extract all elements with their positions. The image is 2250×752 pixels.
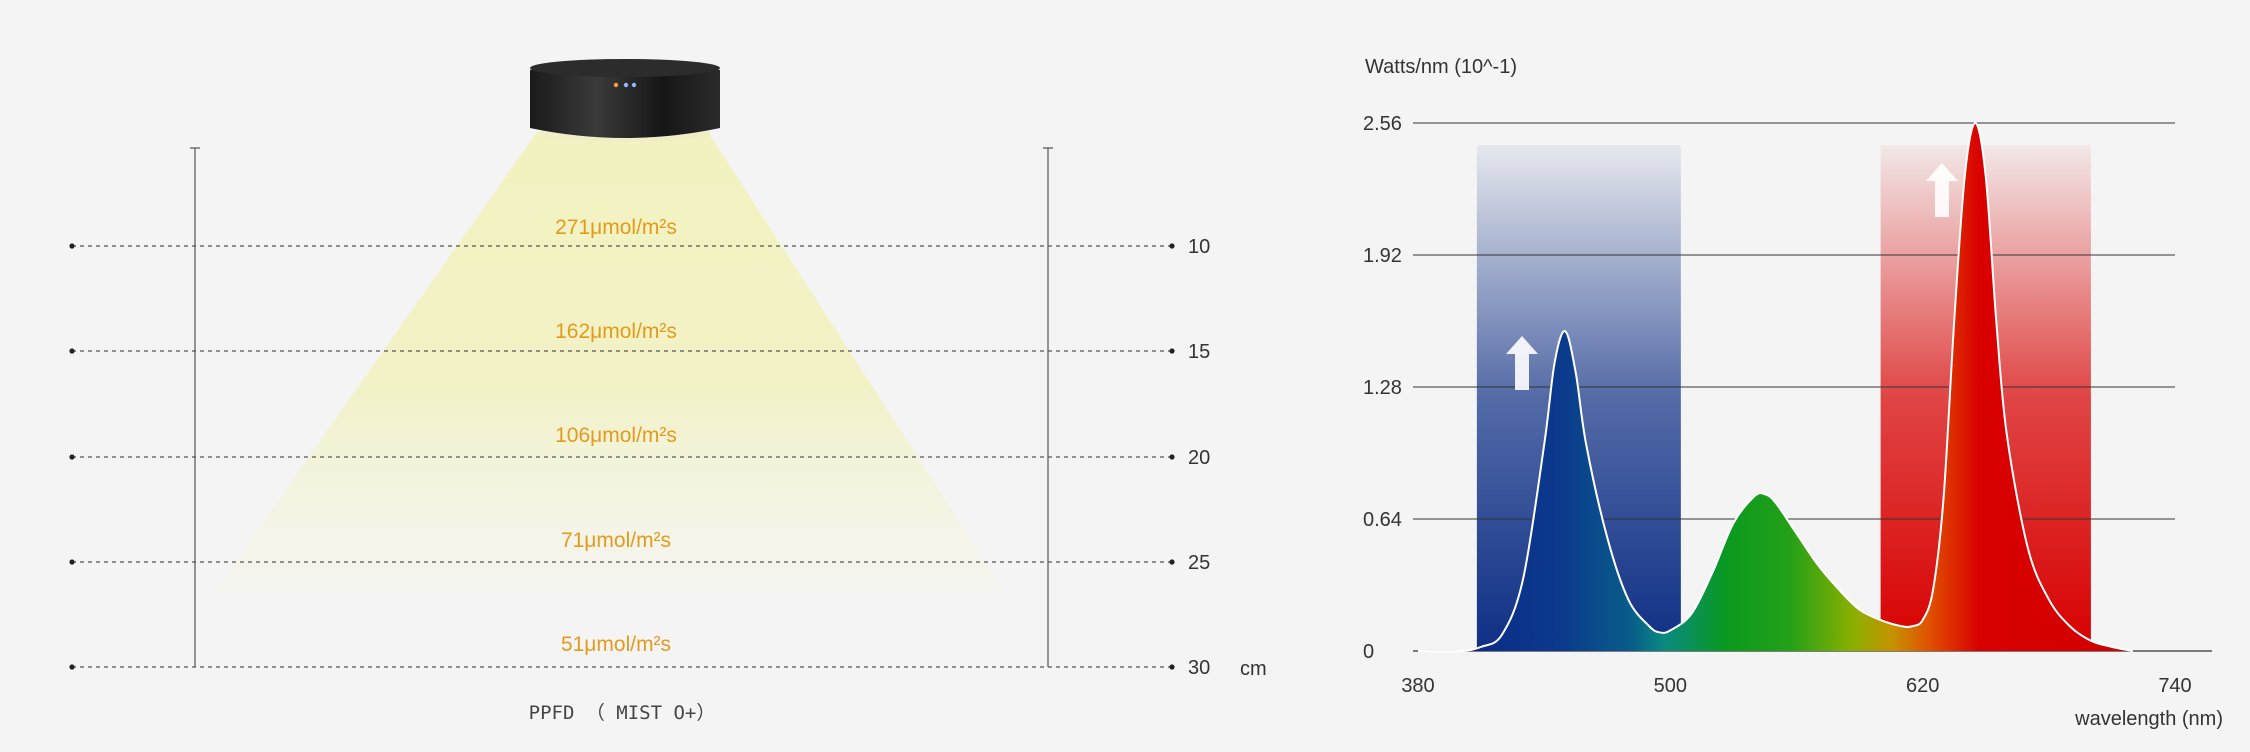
y-tick-label: 2.56 <box>1363 113 1402 135</box>
ppfd-value-label: 106μmol/m²s <box>555 424 677 447</box>
led-fixture-icon <box>530 59 720 142</box>
y-axis-label: Watts/nm (10^-1) <box>1365 56 1517 78</box>
line-end-dot <box>69 243 75 249</box>
line-end-dot <box>69 664 75 670</box>
ppfd-value-label: 162μmol/m²s <box>555 320 677 343</box>
y-tick-label: 0 <box>1363 641 1374 663</box>
cm-unit-label: cm <box>1240 658 1267 680</box>
y-tick-label: 0.64 <box>1363 509 1402 531</box>
ppfd-value-label: 51μmol/m²s <box>561 633 671 656</box>
up-arrow-icon <box>1506 336 1538 390</box>
x-tick-label: 500 <box>1654 675 1687 697</box>
y-tick-label: 1.28 <box>1363 377 1402 399</box>
spectrum-series <box>1417 121 2134 653</box>
y-tick-labels: 0 0.64 1.28 1.92 2.56 <box>1363 113 1402 663</box>
x-tick-label: 380 <box>1401 675 1434 697</box>
line-end-dot <box>69 454 75 460</box>
x-tick-label: 620 <box>1906 675 1939 697</box>
y-tick-label: 1.92 <box>1363 245 1402 267</box>
line-end-dot <box>69 348 75 354</box>
line-end-dot <box>1169 559 1175 565</box>
ppfd-value-label: 271μmol/m²s <box>555 216 677 239</box>
light-beam <box>214 132 1005 592</box>
line-end-dot <box>1169 454 1175 460</box>
distance-tick-label: 25 <box>1188 552 1210 574</box>
x-tick-label: 740 <box>2158 675 2191 697</box>
ppfd-diagram: 10 271μmol/m²s 15 162μmol/m²s 20 106μmol/m²s 2… <box>69 59 1267 724</box>
distance-tick-label: 30 <box>1188 657 1210 679</box>
ppfd-value-label: 71μmol/m²s <box>561 529 671 552</box>
left-range-bar <box>190 147 200 667</box>
line-end-dot <box>1169 348 1175 354</box>
distance-tick-label: 10 <box>1188 236 1210 258</box>
up-arrow-icon <box>1926 163 1958 217</box>
line-end-dot <box>1169 664 1175 670</box>
distance-tick-label: 15 <box>1188 341 1210 363</box>
distance-tick-label: 20 <box>1188 447 1210 469</box>
spectrum-area <box>1418 123 2133 652</box>
spectrum-line <box>1417 121 2134 653</box>
right-range-bar <box>1043 147 1053 667</box>
x-axis-label: wavelength (nm) <box>2074 708 2223 730</box>
spectrum-chart: Watts/nm (10^-1) wavelength (nm) 0 0.64 1.… <box>1363 56 2223 730</box>
ppfd-rows: 10 271μmol/m²s 15 162μmol/m²s 20 106μmol/m²s 2… <box>69 216 1210 679</box>
ppfd-caption: PPFD （ MIST O+） <box>529 702 716 724</box>
arrows <box>1506 163 1958 390</box>
x-tick-labels: 380 500 620 740 <box>1401 675 2191 697</box>
line-end-dot <box>1169 243 1175 249</box>
line-end-dot <box>69 559 75 565</box>
